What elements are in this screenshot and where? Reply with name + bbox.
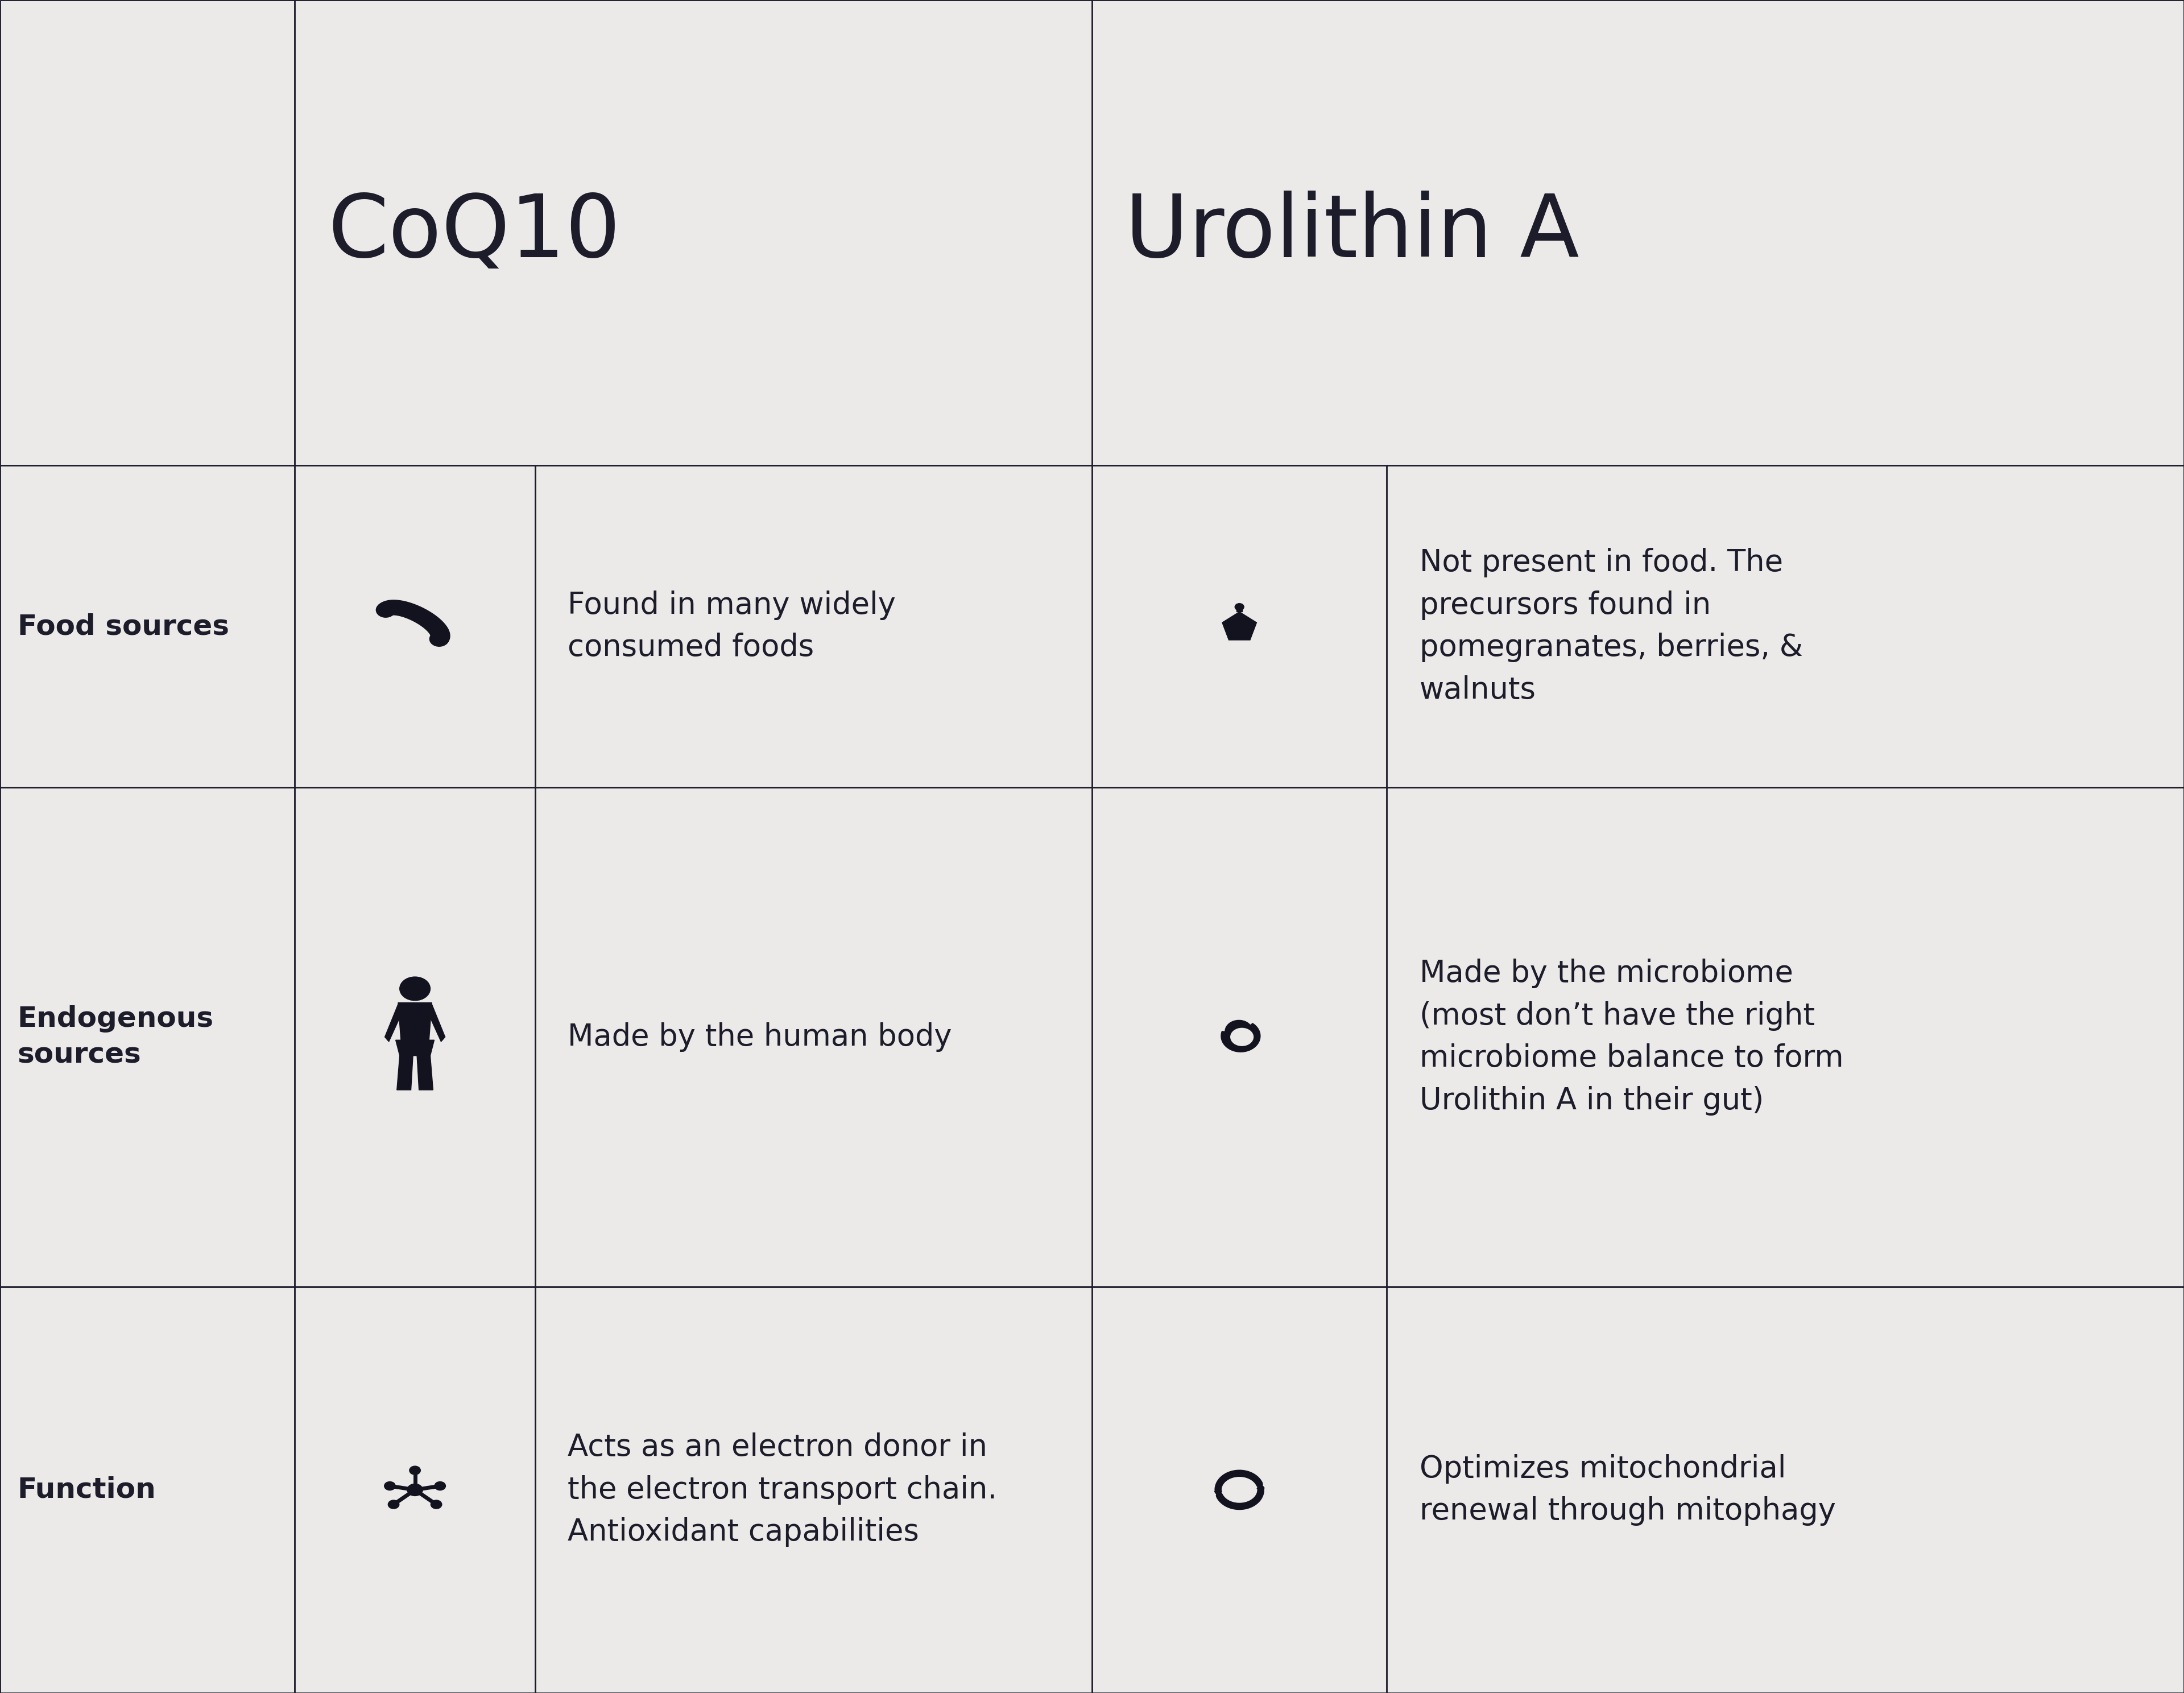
Polygon shape [1221,1021,1260,1051]
Text: Function: Function [17,1476,155,1503]
Polygon shape [1223,611,1256,640]
Polygon shape [417,1056,432,1090]
Text: Made by the human body: Made by the human body [568,1023,952,1051]
Polygon shape [1258,1483,1265,1488]
Circle shape [430,631,448,647]
Text: Acts as an electron donor in
the electron transport chain.
Antioxidant capabilit: Acts as an electron donor in the electro… [568,1432,998,1547]
Circle shape [435,1481,446,1490]
Text: Urolithin A: Urolithin A [1125,190,1579,276]
Polygon shape [426,1004,446,1041]
Circle shape [384,1481,395,1490]
Polygon shape [1236,608,1243,611]
Circle shape [376,603,395,618]
Polygon shape [378,599,450,643]
Circle shape [389,1500,400,1508]
Text: CoQ10: CoQ10 [328,190,620,276]
Polygon shape [384,1004,404,1041]
Circle shape [400,977,430,1001]
Text: Not present in food. The
precursors found in
pomegranates, berries, &
walnuts: Not present in food. The precursors foun… [1420,549,1802,704]
Circle shape [430,1500,441,1508]
Polygon shape [397,1056,413,1090]
Text: Endogenous
sources: Endogenous sources [17,1006,214,1068]
Circle shape [408,1466,422,1475]
Polygon shape [397,1002,432,1040]
Polygon shape [1214,1492,1221,1497]
Text: Food sources: Food sources [17,613,229,640]
Polygon shape [395,1040,435,1056]
Circle shape [406,1483,424,1497]
Text: Made by the microbiome
(most don’t have the right
microbiome balance to form
Uro: Made by the microbiome (most don’t have … [1420,958,1843,1116]
Text: Optimizes mitochondrial
renewal through mitophagy: Optimizes mitochondrial renewal through … [1420,1454,1837,1525]
Circle shape [1234,603,1245,611]
Circle shape [1230,1028,1254,1046]
Text: Found in many widely
consumed foods: Found in many widely consumed foods [568,591,895,662]
